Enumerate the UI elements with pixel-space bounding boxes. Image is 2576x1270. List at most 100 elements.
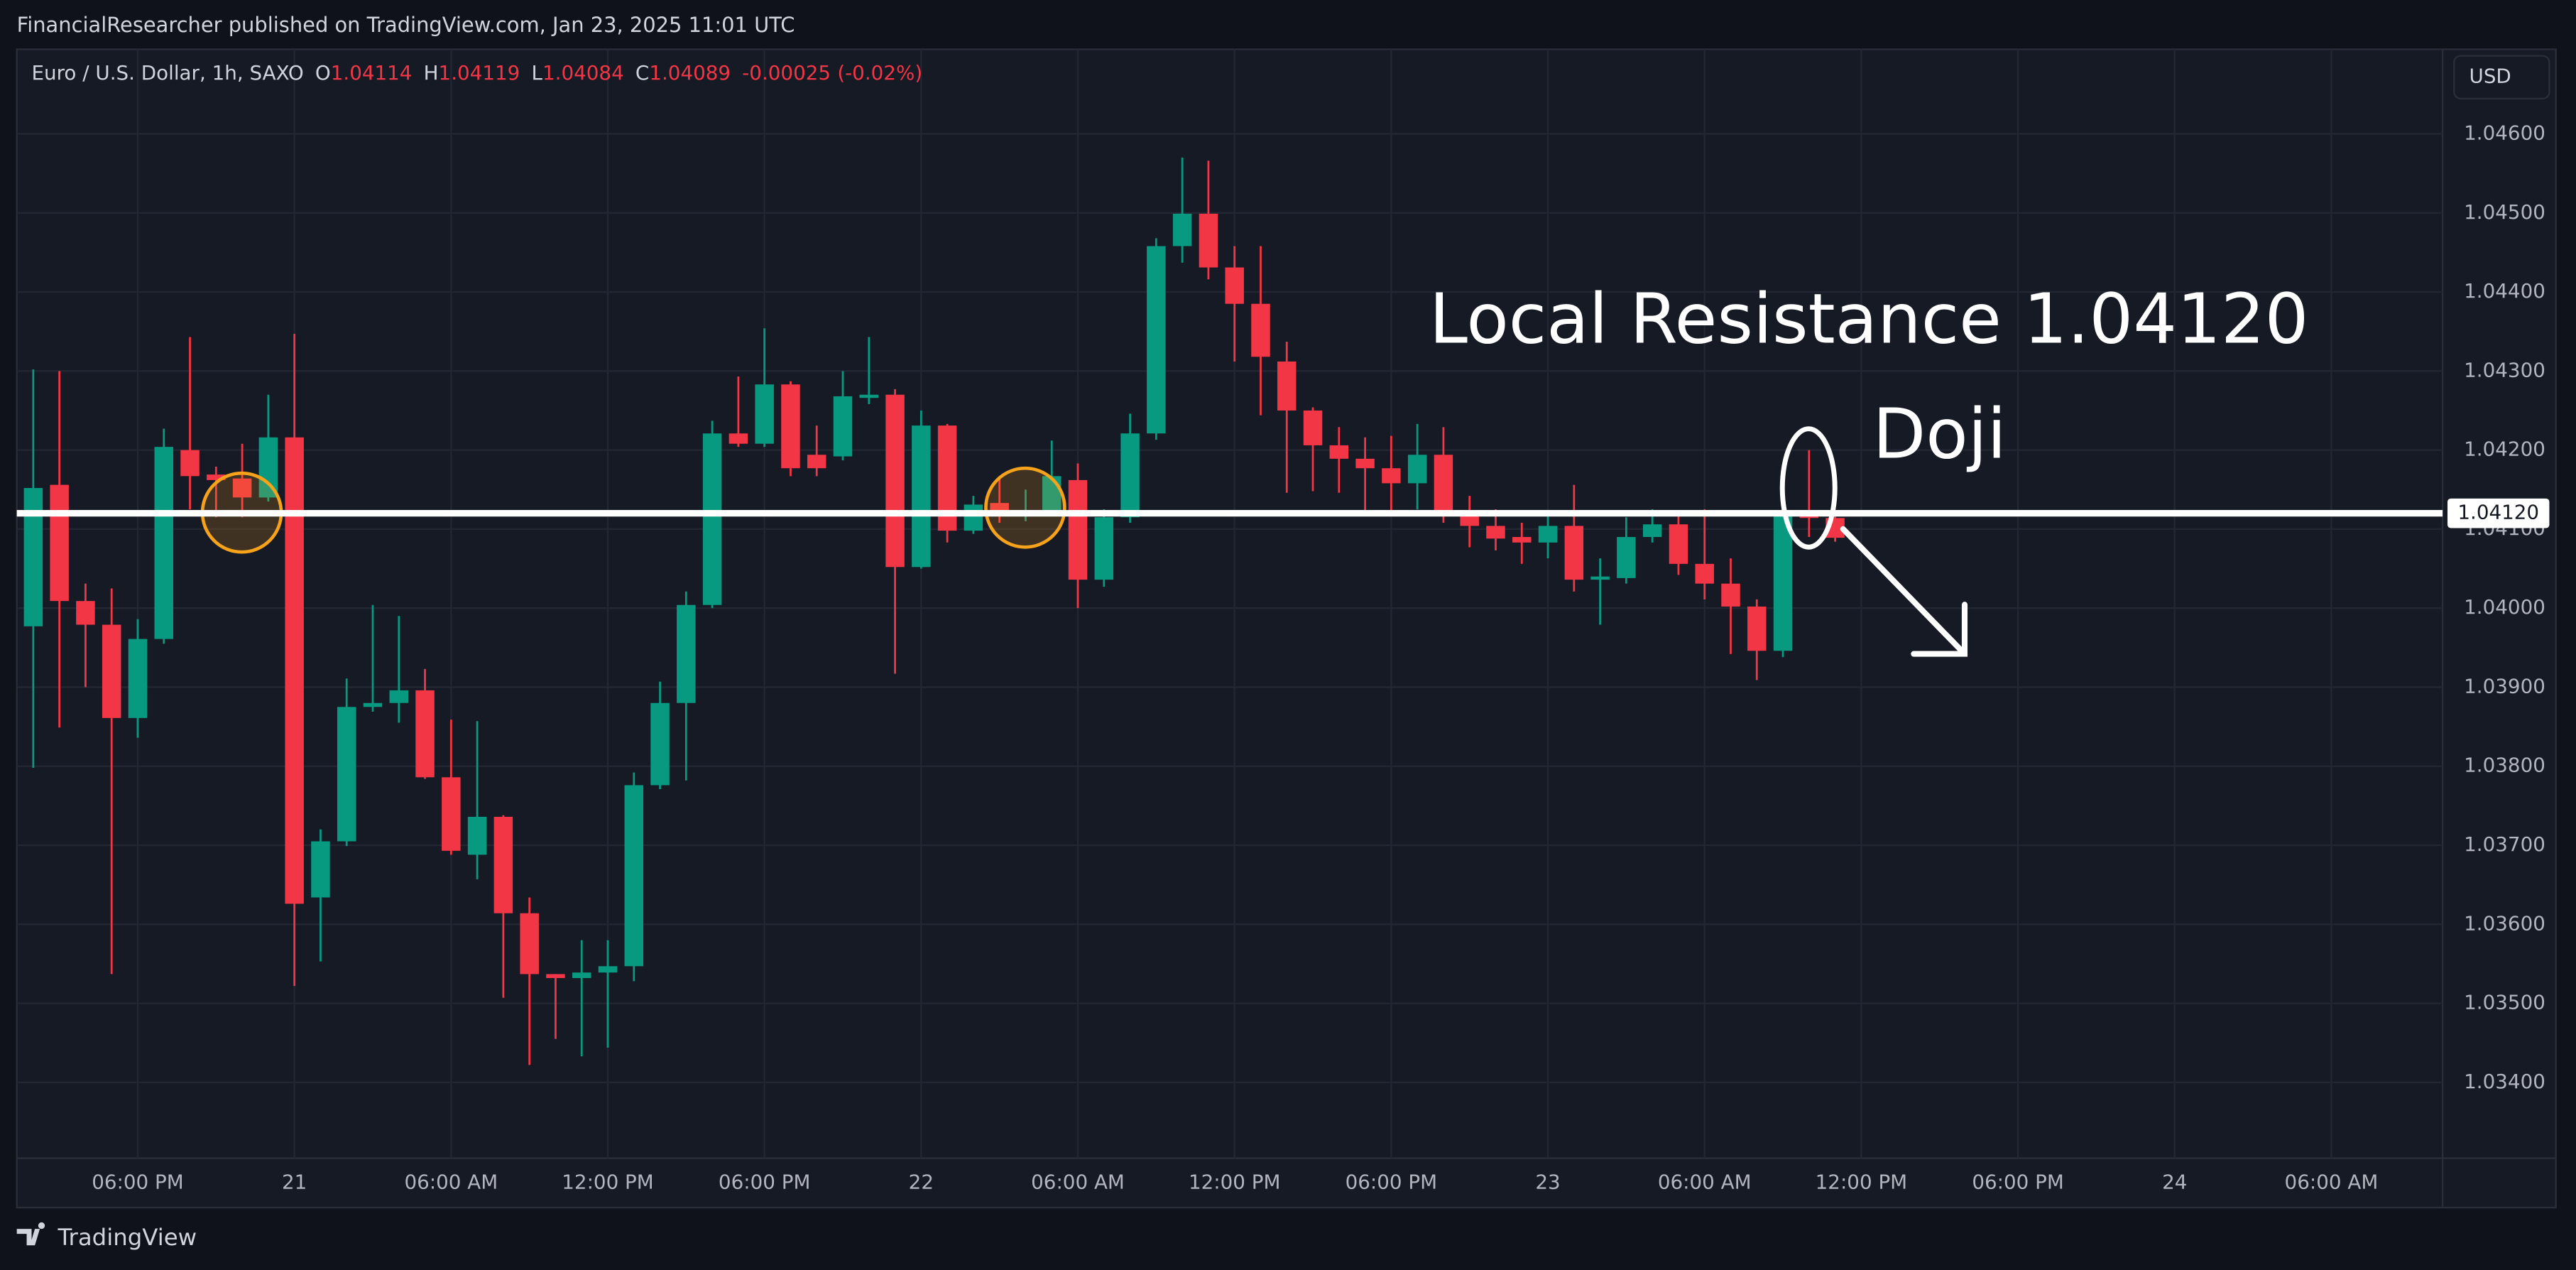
candle-body bbox=[1695, 563, 1714, 584]
symbol-legend: Euro / U.S. Dollar, 1h, SAXO O1.04114 H1.0… bbox=[32, 61, 923, 85]
y-tick-label: 1.04300 bbox=[2464, 358, 2545, 381]
candle-body bbox=[76, 601, 95, 625]
x-tick-label: 12:00 PM bbox=[1816, 1170, 1907, 1193]
candle-body bbox=[1225, 267, 1244, 304]
currency-button[interactable] bbox=[2453, 55, 2550, 99]
x-tick-label: 21 bbox=[282, 1170, 307, 1193]
y-tick-label: 1.04000 bbox=[2464, 595, 2545, 619]
price-label: 1.04120 bbox=[2457, 501, 2539, 524]
x-tick-label: 24 bbox=[2162, 1170, 2187, 1193]
x-tick-label: 23 bbox=[1535, 1170, 1560, 1193]
candle-body bbox=[755, 384, 774, 444]
candle-body bbox=[442, 777, 461, 851]
candle-body bbox=[154, 447, 173, 639]
chart-pane bbox=[16, 48, 2557, 1209]
y-tick-label: 1.04600 bbox=[2464, 121, 2545, 144]
candle-body bbox=[1512, 537, 1532, 543]
candle-body bbox=[1382, 468, 1401, 484]
candle-body bbox=[520, 913, 539, 975]
legend-part: C bbox=[635, 61, 649, 85]
x-tick-label: 06:00 AM bbox=[404, 1170, 498, 1193]
candle-body bbox=[677, 604, 696, 703]
candle-body bbox=[1251, 303, 1270, 357]
logo-mark bbox=[16, 1222, 45, 1246]
candle-body bbox=[1747, 606, 1767, 651]
candle-body bbox=[1042, 476, 1061, 514]
candle-body bbox=[180, 450, 200, 477]
doji-ellipse bbox=[1779, 426, 1838, 550]
candle-body bbox=[650, 702, 670, 786]
candle-body bbox=[912, 425, 931, 568]
candle-body bbox=[1120, 433, 1140, 518]
candle-body bbox=[311, 841, 330, 898]
candle-body bbox=[728, 433, 748, 444]
candle-body bbox=[493, 816, 513, 913]
candle-body bbox=[1434, 455, 1453, 514]
candle-body bbox=[624, 785, 644, 967]
x-tick-label: 06:00 PM bbox=[719, 1170, 810, 1193]
candle-body bbox=[1355, 458, 1375, 469]
candle-body bbox=[598, 966, 618, 973]
x-tick-label: 06:00 AM bbox=[1031, 1170, 1125, 1193]
price-label-box bbox=[2447, 498, 2550, 528]
down-arrow bbox=[1840, 526, 1968, 657]
x-tick-label: 06:00 AM bbox=[1658, 1170, 1752, 1193]
candle-body bbox=[1721, 583, 1740, 607]
annotation: Doji bbox=[1872, 394, 2006, 474]
candle-body bbox=[1486, 526, 1505, 539]
candle-body bbox=[1172, 213, 1192, 246]
legend-part: (-0.02%) bbox=[837, 61, 922, 85]
y-tick-label: 1.04400 bbox=[2464, 279, 2545, 303]
annotation: Local Resistance 1.04120 bbox=[1429, 279, 2308, 359]
y-tick-label: 1.03700 bbox=[2464, 832, 2545, 856]
candle-body bbox=[128, 639, 148, 718]
candle-body bbox=[1460, 514, 1479, 526]
candle-body bbox=[859, 394, 879, 398]
candle-body bbox=[1199, 213, 1218, 268]
candle-body bbox=[1669, 524, 1688, 564]
candle-body bbox=[1617, 537, 1636, 578]
candle-body bbox=[337, 707, 356, 842]
x-tick-label: 06:00 PM bbox=[1346, 1170, 1437, 1193]
candle-body bbox=[1642, 524, 1662, 538]
x-tick-label: 22 bbox=[909, 1170, 934, 1193]
candle-body bbox=[1147, 246, 1166, 434]
legend-part: -0.00025 bbox=[742, 61, 831, 85]
candle-body bbox=[232, 478, 252, 498]
candle-body bbox=[572, 972, 591, 978]
candle-body bbox=[885, 394, 905, 568]
x-tick-label: 12:00 PM bbox=[1189, 1170, 1280, 1193]
legend-part: 1.04119 bbox=[439, 61, 520, 85]
candle-body bbox=[50, 484, 69, 602]
candle-body bbox=[1068, 479, 1088, 580]
y-tick-label: 1.04200 bbox=[2464, 438, 2545, 461]
candle-body bbox=[1407, 455, 1427, 484]
legend-part: L bbox=[532, 61, 543, 85]
candle-body bbox=[258, 437, 278, 498]
candle-body bbox=[546, 974, 565, 978]
candle-body bbox=[702, 433, 722, 605]
legend-part: 1.04114 bbox=[331, 61, 413, 85]
y-tick-label: 1.03400 bbox=[2464, 1070, 2545, 1093]
candle-body bbox=[1590, 576, 1610, 580]
currency[interactable]: USD bbox=[2469, 65, 2511, 88]
candle-body bbox=[415, 690, 435, 778]
candle-body bbox=[1773, 515, 1793, 651]
x-tick-label: 12:00 PM bbox=[562, 1170, 653, 1193]
y-tick-label: 1.03800 bbox=[2464, 754, 2545, 777]
legend-part: 1.04084 bbox=[542, 61, 624, 85]
candle-body bbox=[1329, 445, 1349, 459]
candle-body bbox=[467, 816, 487, 855]
candle-body bbox=[781, 384, 800, 469]
candle-body bbox=[389, 690, 409, 703]
y-tick-label: 1.04500 bbox=[2464, 200, 2545, 224]
legend-part: O bbox=[315, 61, 331, 85]
candle-body bbox=[833, 396, 853, 457]
candle-body bbox=[363, 702, 383, 707]
candle-body bbox=[285, 437, 304, 904]
legend-part: Euro / U.S. Dollar, 1h, SAXO bbox=[32, 61, 304, 85]
candle-body bbox=[102, 624, 121, 718]
published-line: FinancialResearcher published on Trading… bbox=[17, 13, 795, 37]
y-tick-label: 1.03600 bbox=[2464, 911, 2545, 935]
